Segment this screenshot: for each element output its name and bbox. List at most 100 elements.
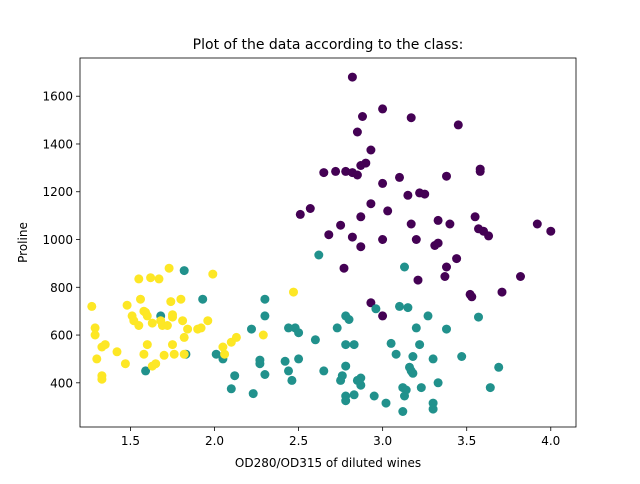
scatter-point (400, 262, 409, 272)
scatter-point (369, 391, 379, 401)
scatter-point (349, 390, 359, 400)
x-tick-label: 4.0 (541, 434, 560, 448)
scatter-point (166, 297, 176, 307)
scatter-point (366, 199, 376, 209)
scatter-point (211, 349, 221, 359)
scatter-point (452, 254, 462, 264)
scatter-point (284, 366, 293, 376)
scatter-point (378, 235, 388, 244)
scatter-point (196, 323, 206, 333)
x-tick-label: 3.0 (373, 434, 392, 448)
scatter-point (295, 209, 305, 219)
scatter-point (284, 323, 293, 333)
scatter-point (305, 204, 315, 213)
scatter-point (168, 340, 177, 350)
scatter-point (289, 287, 298, 297)
scatter-point (341, 340, 351, 350)
scatter-point (415, 340, 425, 350)
y-axis-label: Proline (16, 222, 30, 263)
scatter-point (230, 371, 240, 381)
scatter-point (395, 172, 404, 182)
scatter-point (122, 300, 132, 310)
scatter-point (159, 350, 169, 360)
scatter-point (151, 359, 161, 369)
x-tick-label: 1.5 (121, 434, 140, 448)
x-tick-label: 2.0 (205, 434, 224, 448)
scatter-point (411, 235, 421, 244)
scatter-point (349, 340, 359, 350)
scatter-point (400, 391, 409, 401)
scatter-point (146, 273, 156, 283)
x-axis-ticks: 1.5 2.0 2.5 3.0 3.5 4.0 (121, 427, 560, 448)
scatter-point (546, 226, 556, 236)
scatter-point (494, 362, 504, 372)
scatter-point (280, 356, 290, 366)
scatter-point (168, 310, 177, 320)
scatter-point (218, 342, 228, 352)
scatter-point (403, 190, 413, 200)
scatter-point (231, 332, 241, 342)
scatter-point (433, 215, 443, 225)
scatter-point (134, 321, 144, 330)
scatter-point (198, 294, 208, 304)
scatter-point (532, 219, 542, 229)
scatter-point (378, 311, 388, 321)
scatter-point (406, 366, 416, 376)
scatter-point (381, 398, 391, 408)
scatter-point (395, 301, 404, 311)
scatter-point (260, 311, 270, 321)
scatter-point (341, 361, 351, 371)
y-axis-ticks: 400 600 800 1000 1200 1400 1600 (42, 90, 80, 390)
scatter-point (260, 370, 270, 379)
scatter-point (97, 374, 107, 384)
scatter-point (179, 332, 189, 342)
scatter-point (260, 294, 270, 304)
scatter-point (319, 366, 329, 376)
scatter-point (416, 383, 426, 393)
scatter-point (332, 323, 342, 333)
scatter-point (442, 324, 451, 334)
axes-frame (79, 57, 577, 428)
scatter-point (147, 318, 157, 328)
scatter-point (470, 212, 480, 222)
scatter-point (475, 166, 485, 176)
scatter-point (92, 354, 102, 364)
scatter-point (352, 170, 362, 180)
scatter-point (176, 294, 186, 304)
scatter-point (120, 359, 130, 369)
scatter-point (336, 220, 346, 230)
scatter-point (420, 189, 430, 199)
y-tick-label: 800 (50, 281, 73, 295)
scatter-point (310, 335, 320, 345)
scatter-point (347, 232, 357, 242)
scatter-point (178, 316, 188, 326)
scatter-point (356, 242, 366, 252)
x-tick-label: 2.5 (289, 434, 308, 448)
scatter-point (255, 355, 265, 365)
scatter-point (453, 120, 463, 130)
scatter-point (341, 166, 351, 176)
y-tick-label: 400 (50, 376, 73, 390)
scatter-point (352, 127, 362, 137)
scatter-point (136, 294, 145, 304)
scatter-point (100, 340, 110, 350)
scatter-point (341, 396, 351, 406)
scatter-point (179, 266, 189, 276)
scatter-point (398, 407, 408, 416)
scatter-point (347, 72, 357, 82)
scatter-point (154, 274, 164, 284)
scatter-point (433, 238, 443, 248)
scatter-point (226, 384, 236, 394)
scatter-point (336, 375, 346, 385)
scatter-point (344, 315, 354, 324)
scatter-point (386, 338, 396, 348)
scatter-point (208, 269, 218, 279)
scatter-point (428, 354, 438, 364)
scatter-point (457, 352, 467, 361)
scatter-point (287, 375, 297, 385)
scatter-point (445, 219, 455, 229)
scatter-point (314, 250, 324, 260)
scatter-point (442, 171, 451, 181)
scatter-point (247, 324, 256, 334)
